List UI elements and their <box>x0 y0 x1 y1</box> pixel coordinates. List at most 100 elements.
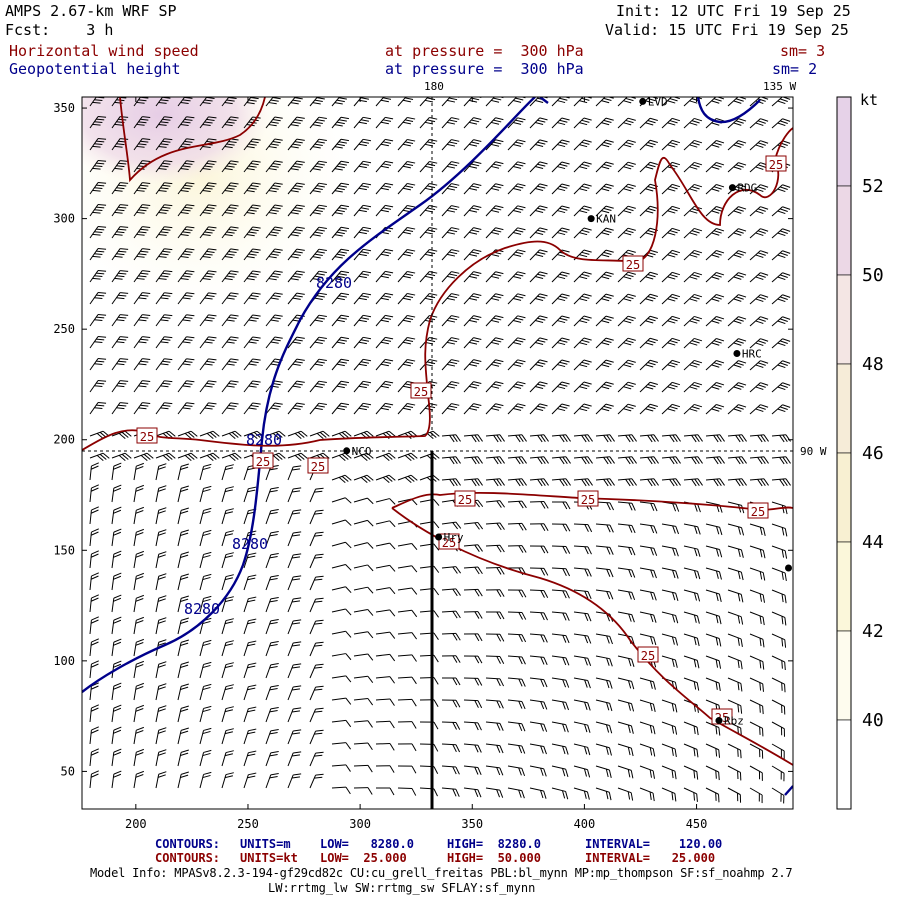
wind-barb <box>353 204 372 217</box>
wind-barb <box>485 161 504 173</box>
wind-barb <box>485 183 504 195</box>
wind-barb <box>705 140 725 151</box>
wind-barb <box>331 358 349 371</box>
wind-barb <box>529 161 548 173</box>
colorbar-label: 44 <box>862 532 884 553</box>
wind-barb <box>419 161 438 173</box>
wind-barb <box>463 139 482 151</box>
wind-barb <box>287 248 305 261</box>
wind-barb <box>221 314 239 327</box>
wind-barb <box>749 140 769 151</box>
wind-barb <box>353 182 372 195</box>
wind-barb <box>353 116 372 129</box>
wind-barb <box>331 314 349 327</box>
wind-barb <box>705 338 725 349</box>
wind-barb <box>749 316 769 327</box>
wind-barb <box>573 183 592 195</box>
wind-barb <box>133 182 151 195</box>
wind-barb <box>683 161 703 173</box>
wind-barb <box>397 358 416 371</box>
wind-barb <box>177 248 195 261</box>
wind-barb <box>705 162 725 173</box>
wind-barb <box>573 161 592 173</box>
wind-barb <box>397 336 416 349</box>
wind-barb <box>331 138 349 151</box>
wind-barb <box>485 271 504 283</box>
wind-barb <box>441 359 460 371</box>
wind-barb <box>199 116 217 129</box>
wind-barb <box>265 116 283 129</box>
wind-barb <box>243 226 261 239</box>
wind-barb <box>573 227 592 239</box>
wind-barb <box>221 182 239 195</box>
wind-barb <box>199 160 217 173</box>
wind-barb <box>243 248 261 261</box>
wind-barb <box>507 249 526 261</box>
wind-barb <box>749 250 769 261</box>
wind-barb <box>287 226 305 239</box>
wind-barb <box>133 270 151 283</box>
wind-barb <box>111 292 129 305</box>
field2-level: at pressure = 300 hPa <box>385 60 584 78</box>
wind-barb <box>309 160 327 173</box>
wind-barb <box>177 314 195 327</box>
wind-barb <box>287 160 305 173</box>
wind-barb <box>683 205 703 217</box>
colorbar-label: 42 <box>862 621 884 642</box>
wind-barb <box>111 270 129 283</box>
wind-barb <box>375 292 394 305</box>
wind-barb <box>661 227 681 239</box>
wind-barb <box>155 204 173 217</box>
wind-barb <box>397 292 416 305</box>
wind-barb <box>529 315 548 327</box>
wind-barb <box>331 336 349 349</box>
wind-barb <box>265 248 283 261</box>
field1-name: Horizontal wind speed <box>9 42 199 60</box>
wind-barb <box>155 182 173 195</box>
colorbar-unit: kt <box>860 91 879 109</box>
wind-barb <box>507 161 526 173</box>
wind-barb <box>331 270 349 283</box>
wind-barb <box>639 139 658 151</box>
wind-barb <box>463 161 482 173</box>
wind-barb <box>221 97 237 107</box>
wind-barb <box>771 250 791 261</box>
wind-barb <box>199 226 217 239</box>
wind-barb <box>573 337 592 349</box>
wind-barb <box>155 226 173 239</box>
wind-barb <box>287 116 305 129</box>
wind-barb <box>309 226 327 239</box>
wind-contour-high: HIGH= 50.000 <box>447 851 541 865</box>
wind-barb <box>441 271 460 283</box>
wind-barb <box>155 270 173 283</box>
wind-barb <box>111 358 129 371</box>
wind-barb <box>397 138 416 151</box>
wind-barb <box>529 183 548 195</box>
wind-barb <box>89 292 107 305</box>
wind-barb <box>463 315 482 327</box>
wind-barb <box>771 118 791 129</box>
wind-barb <box>375 160 394 173</box>
wind-barb <box>507 271 526 283</box>
wind-barb <box>177 182 195 195</box>
wind-barb <box>705 97 725 107</box>
wind-barb <box>639 117 658 129</box>
wind-barb <box>111 160 129 173</box>
forecast-hour: Fcst: 3 h <box>5 21 114 39</box>
wind-barb <box>463 183 482 195</box>
wind-barb <box>243 204 261 217</box>
wind-barb <box>683 293 703 305</box>
wind-barb <box>529 205 548 217</box>
wind-barb <box>595 205 614 217</box>
wind-barb <box>617 271 636 283</box>
wind-barb <box>177 160 195 173</box>
wind-barb <box>617 117 636 129</box>
wind-barb <box>111 248 129 261</box>
field2-smoothing: sm= 2 <box>772 60 818 78</box>
colorbar-segment <box>836 719 852 810</box>
wind-barb <box>265 314 283 327</box>
wind-barb <box>287 138 305 151</box>
wind-barb <box>89 116 107 129</box>
wind-barb <box>617 293 636 305</box>
